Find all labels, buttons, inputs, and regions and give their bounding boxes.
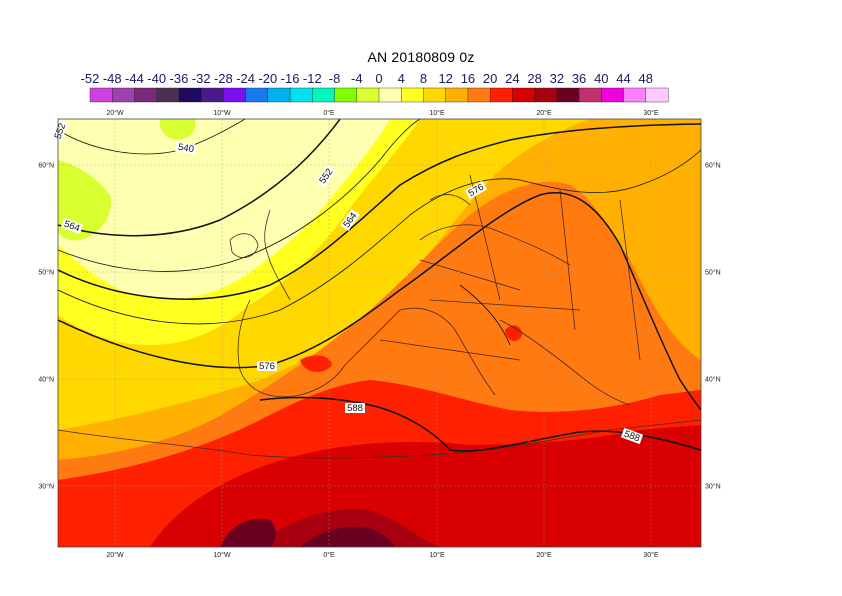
colorbar-label: 8 [419,71,428,86]
longitude-tick-label: 0°E [323,551,335,559]
contour-label: 576 [259,361,275,372]
colorbar-labels: -52 -48 -44 -40 -36 -32 -28 -24 -20 -16 -12 -8 -4 0 4 8… [70,71,690,87]
longitude-tick-label: 20°W [106,109,124,117]
latitude-tick-label: 30°N [38,483,54,491]
latitude-tick-label: 60°N [38,162,54,170]
latitude-tick-label: 60°N [705,162,721,170]
colorbar-swatch [89,87,113,103]
colorbar-swatch [334,87,358,103]
colorbar-label: 12 [438,71,453,86]
longitude-tick-label: 20°E [536,109,552,117]
colorbar-swatch [534,87,558,103]
colorbar-swatch [556,87,580,103]
latitude-tick-label: 40°N [705,376,721,384]
colorbar-label: -40 [147,71,167,86]
colorbar-label: -28 [213,71,233,86]
colorbar-swatch [467,87,491,103]
colorbar-swatch [489,87,513,103]
latitude-tick-label: 30°N [705,483,721,491]
contour-label-bg [345,403,365,413]
graticule [58,119,701,547]
colorbar-swatch [312,87,336,103]
geopotential-contours [58,119,701,452]
colorbar-label: -24 [236,71,256,86]
colorbar-label: 36 [571,71,587,86]
colorbar-label: -32 [191,71,211,86]
colorbar-swatch [401,87,424,103]
contour-label: 564 [62,219,81,235]
colorbar-label: -48 [102,71,122,86]
colorbar-swatch [356,87,380,103]
contour-label-bg [620,427,644,445]
colorbar-label: 44 [616,71,631,86]
contour-label-bg [316,164,336,188]
longitude-tick-label: 10°E [429,109,445,117]
colorbar-label: 4 [397,71,405,86]
colorbar-label: -16 [280,71,300,86]
contour-label: 540 [177,142,195,156]
colorbar-swatch [423,87,447,103]
colorbar-label: 24 [505,71,520,86]
colorbar-swatch [601,87,625,103]
latitude-tick-label: 50°N [38,269,54,277]
colorbar-swatch [623,87,647,103]
colorbar-label: -8 [328,71,341,86]
colorbar-swatch [156,87,180,103]
colorbar-label: 40 [594,71,609,86]
longitude-tick-label: 30°E [643,551,659,559]
colorbar-label: 16 [460,71,476,86]
colorbar-label: 28 [527,71,542,86]
colorbar-label: -4 [350,71,363,86]
colorbar-label: 20 [482,71,498,86]
longitude-tick-label: 30°E [643,109,659,117]
contour-label-bg [464,180,488,200]
colorbar-label: -36 [169,71,189,86]
latitude-tick-label: 50°N [705,269,721,277]
contour-label-bg [340,208,360,232]
longitude-tick-label: 10°W [213,109,231,117]
contour-label: 588 [347,403,363,414]
colorbar-label: -52 [80,71,100,86]
longitude-tick-label: 10°E [429,551,445,559]
colorbar-swatch [267,87,291,103]
contour-label-bg [257,361,277,371]
contour-label-bg [51,119,69,143]
colorbar-swatch [200,87,224,103]
map-frame [57,118,702,548]
contour-label: 552 [53,122,69,141]
colorbar-label: -44 [125,71,144,86]
colorbar-swatch [578,87,602,103]
colorbar-label: -20 [258,71,278,86]
colorbar-swatch [134,87,158,103]
colorbar-label: 32 [549,71,565,86]
colorbar-swatch [512,87,536,103]
colorbar-swatch [178,87,202,103]
contour-label: 588 [622,429,641,445]
axis-ticks: 20°W 20°W 10°W 10°W 0°E 0°E 10°E 10°E 20°E 20°E 30… [38,109,720,559]
colorbar-swatch [245,87,269,103]
colorbar-swatch [378,87,402,103]
colorbar-swatch [112,87,135,103]
contour-label-bg [175,141,197,155]
colorbar-swatch [223,87,247,103]
colorbar [89,87,669,103]
longitude-tick-label: 20°W [106,551,124,559]
colorbar-label: 0 [375,71,383,86]
colorbar-swatch [645,87,669,103]
temperature-field [58,119,701,547]
colorbar-swatch [445,87,469,103]
contour-label-bg [60,217,84,235]
colorbar-swatch [289,87,313,103]
map-title: AN 20180809 0z [367,49,475,65]
longitude-tick-label: 20°E [536,551,552,559]
colorbar-label: 48 [638,71,653,86]
colorbar-label: -12 [302,71,322,86]
longitude-tick-label: 10°W [213,551,231,559]
longitude-tick-label: 0°E [323,109,335,117]
latitude-tick-label: 40°N [38,376,54,384]
